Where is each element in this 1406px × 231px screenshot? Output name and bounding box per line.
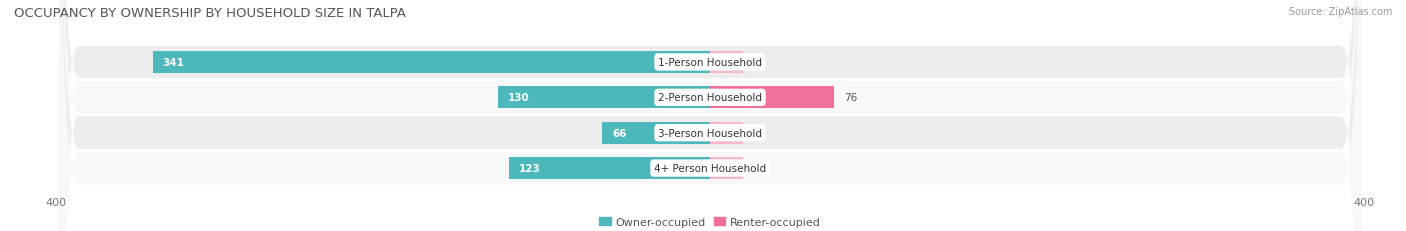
Text: Source: ZipAtlas.com: Source: ZipAtlas.com: [1288, 7, 1392, 17]
FancyBboxPatch shape: [59, 0, 1361, 231]
FancyBboxPatch shape: [59, 0, 1361, 231]
Text: 123: 123: [519, 163, 540, 173]
Bar: [153, 52, 710, 74]
FancyBboxPatch shape: [59, 0, 1361, 231]
Bar: [498, 87, 710, 109]
FancyBboxPatch shape: [59, 0, 1361, 231]
Bar: [602, 122, 710, 144]
Text: 4+ Person Household: 4+ Person Household: [654, 163, 766, 173]
Legend: Owner-occupied, Renter-occupied: Owner-occupied, Renter-occupied: [595, 212, 825, 231]
Text: 130: 130: [508, 93, 529, 103]
Text: 76: 76: [844, 93, 858, 103]
Text: 0: 0: [752, 58, 759, 68]
Text: 66: 66: [612, 128, 627, 138]
Bar: [710, 87, 834, 109]
Text: 2-Person Household: 2-Person Household: [658, 93, 762, 103]
Text: OCCUPANCY BY OWNERSHIP BY HOUSEHOLD SIZE IN TALPA: OCCUPANCY BY OWNERSHIP BY HOUSEHOLD SIZE…: [14, 7, 406, 20]
Bar: [710, 52, 742, 74]
Text: 3-Person Household: 3-Person Household: [658, 128, 762, 138]
Text: 1-Person Household: 1-Person Household: [658, 58, 762, 68]
Bar: [710, 122, 742, 144]
Text: 0: 0: [752, 163, 759, 173]
Bar: [509, 157, 710, 179]
Bar: [710, 157, 742, 179]
Text: 0: 0: [752, 128, 759, 138]
Text: 341: 341: [163, 58, 184, 68]
